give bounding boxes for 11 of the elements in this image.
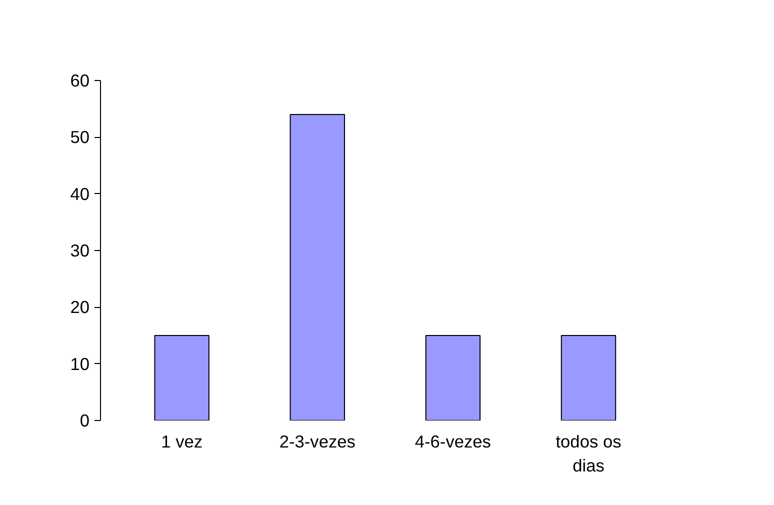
y-tick-label: 10 (70, 354, 90, 374)
y-tick-label: 30 (70, 240, 90, 260)
y-tick-label: 50 (70, 127, 90, 148)
y-tick-label: 60 (70, 70, 90, 90)
x-tick-label: 2-3-vezes (279, 432, 356, 452)
y-tick-label: 0 (80, 410, 90, 430)
y-tick-label: 20 (70, 297, 90, 318)
x-tick-label: 1 vez (161, 432, 203, 452)
x-tick-label: todos os dias (556, 432, 622, 476)
x-tick-label: 4-6-vezes (414, 432, 492, 452)
y-tick-label: 40 (70, 184, 90, 204)
